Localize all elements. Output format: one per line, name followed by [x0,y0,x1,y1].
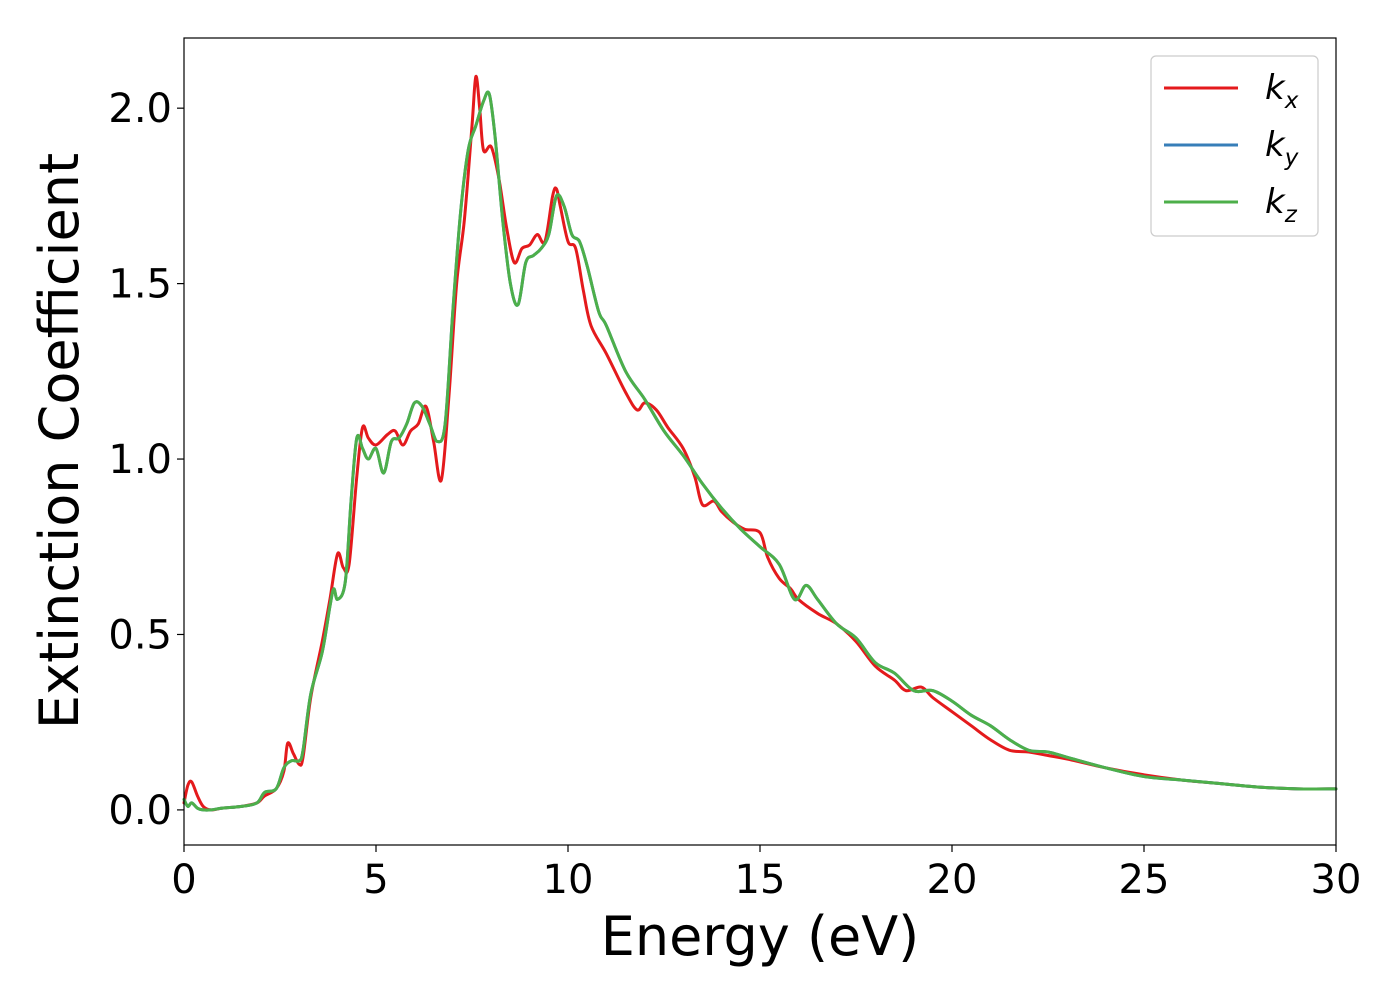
x-tick-label: 25 [1119,857,1170,903]
legend-label-kz: kz [1265,182,1298,228]
x-tick-label: 10 [543,857,594,903]
y-axis-title: Extinction Coefficient [28,153,91,729]
legend-label-main: k [1265,182,1286,222]
y-tick-label: 2.0 [108,86,172,132]
legend-label-sub: x [1284,88,1299,114]
series-line-kz [182,90,1338,812]
legend-label-sub: z [1284,202,1298,228]
y-tick-label: 0.0 [108,788,172,834]
x-tick-label: 15 [735,857,786,903]
y-tick-label: 1.0 [108,437,172,483]
legend-label-kx: kx [1265,68,1299,114]
x-tick-label: 5 [363,857,388,903]
series-layer [182,75,1338,812]
x-tick-label: 20 [927,857,978,903]
y-tick-label: 0.5 [108,612,172,658]
legend-label-main: k [1265,68,1286,108]
x-tick-label: 30 [1311,857,1362,903]
x-tick-label: 0 [171,857,196,903]
y-tick-label: 1.5 [108,262,172,308]
tick-layer: 0 5 10 15 20 25 30 0.0 0.5 1.0 1.5 2.0 [108,86,1361,903]
x-axis-title: Energy (eV) [601,905,920,968]
legend-label-ky: ky [1265,125,1299,171]
legend-label-main: k [1265,125,1286,165]
legend-label-sub: y [1284,145,1299,171]
